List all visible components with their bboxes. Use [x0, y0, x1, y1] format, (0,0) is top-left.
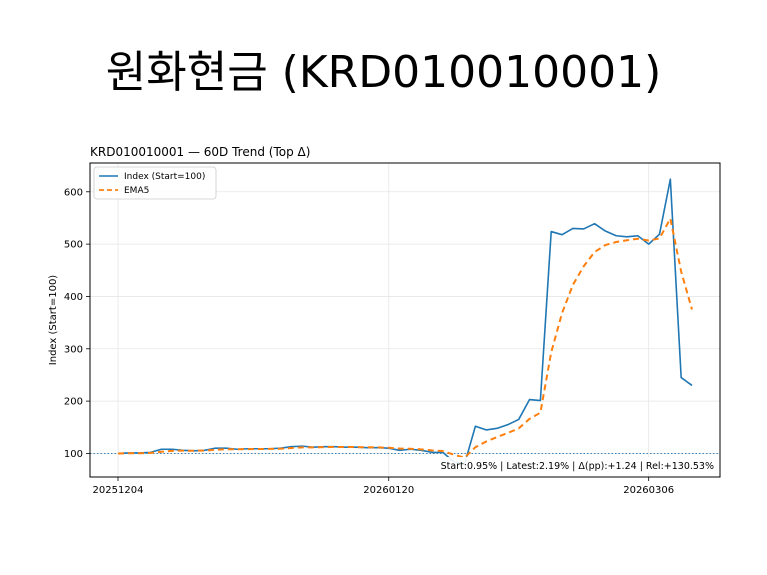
- legend: Index (Start=100) EMA5: [93, 166, 217, 200]
- stats-annotation: Start:0.95% | Latest:2.19% | Δ(pp):+1.24…: [441, 461, 714, 472]
- grid: [90, 163, 720, 477]
- slide-title: 원화현금 (KRD010010001): [105, 47, 662, 98]
- chart-title: KRD010010001 — 60D Trend (Top Δ): [90, 145, 310, 159]
- x-tick-label: 20260306: [623, 485, 674, 496]
- series-layer: [117, 178, 693, 465]
- legend-label-ema: EMA5: [124, 186, 149, 196]
- y-tick-label: 600: [64, 187, 83, 198]
- y-tick-label: 400: [64, 292, 83, 303]
- y-tick-label: 300: [64, 344, 83, 355]
- y-axis-label: Index (Start=100): [48, 275, 59, 366]
- plot-frame: [89, 162, 721, 478]
- x-tick-label: 20260120: [363, 485, 414, 496]
- series-line-index: [117, 178, 693, 465]
- x-axis: 20251204 20260120 20260306: [93, 477, 674, 496]
- legend-box: [93, 166, 217, 200]
- legend-label-index: Index (Start=100): [124, 172, 205, 182]
- stats-box: [431, 457, 717, 473]
- x-tick-label: 20251204: [93, 485, 144, 496]
- y-tick-label: 200: [64, 397, 83, 408]
- y-axis: 100 200 300 400 500 600: [64, 187, 90, 460]
- series-line-ema: [117, 217, 693, 459]
- y-tick-label: 500: [64, 240, 83, 251]
- y-tick-label: 100: [64, 449, 83, 460]
